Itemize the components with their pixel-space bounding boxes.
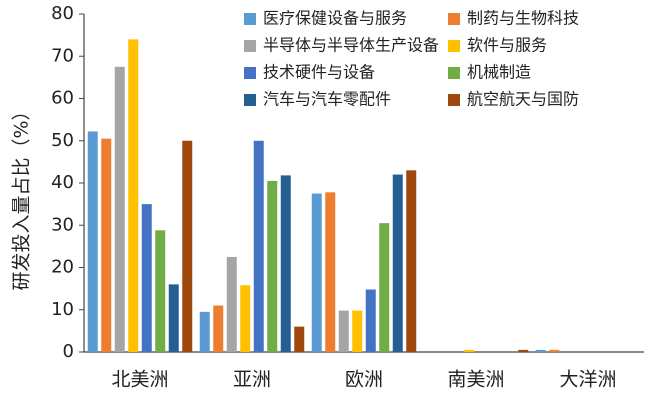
bar xyxy=(128,39,139,352)
bar xyxy=(518,349,529,352)
bar xyxy=(182,140,193,352)
x-tick-label: 亚洲 xyxy=(233,369,271,391)
bars xyxy=(87,39,560,352)
bar xyxy=(87,131,98,352)
legend-swatch xyxy=(448,13,460,25)
bar xyxy=(325,192,336,352)
bar xyxy=(379,223,390,352)
bar xyxy=(464,349,475,352)
bar xyxy=(213,305,224,352)
bar xyxy=(199,311,210,352)
y-tick-label: 80 xyxy=(51,3,74,24)
legend-label: 制药与生物科技 xyxy=(467,9,579,28)
x-tick-label: 大洋洲 xyxy=(559,369,616,391)
bar xyxy=(311,193,322,352)
bar xyxy=(406,170,417,352)
bar xyxy=(240,285,251,352)
legend-swatch xyxy=(448,67,460,79)
bar xyxy=(101,138,112,352)
legend-label: 航空航天与国防 xyxy=(467,90,579,109)
bar xyxy=(338,310,349,352)
bar xyxy=(294,326,305,352)
bar xyxy=(549,349,560,352)
legend-label: 半导体与半导体生产设备 xyxy=(263,36,439,55)
bar xyxy=(280,175,291,352)
legend-swatch xyxy=(244,40,256,52)
y-tick-label: 50 xyxy=(51,130,74,151)
bar xyxy=(226,256,237,352)
legend-swatch xyxy=(448,40,460,52)
bar xyxy=(352,310,363,352)
axes: 0 10 20 30 40 50 60 70 80 北美洲 亚洲 欧洲 南美洲 大洋洲 xyxy=(51,3,644,391)
legend-label: 医疗保健设备与服务 xyxy=(263,9,407,28)
bar xyxy=(392,174,403,352)
x-tick-label: 欧洲 xyxy=(345,369,383,391)
legend-swatch xyxy=(244,67,256,79)
x-tick-label: 北美洲 xyxy=(111,369,168,391)
legend-label: 技术硬件与设备 xyxy=(263,63,375,82)
legend-swatch xyxy=(244,94,256,106)
x-tick-label: 南美洲 xyxy=(447,369,504,391)
bar xyxy=(365,289,376,352)
y-axis-title: 研发投入量占比（%） xyxy=(11,101,33,290)
y-tick-label: 0 xyxy=(63,341,74,362)
bar xyxy=(267,180,278,352)
bar xyxy=(535,349,546,352)
legend-label: 机械制造 xyxy=(467,63,531,82)
bar xyxy=(114,66,125,352)
y-tick-label: 10 xyxy=(51,299,74,320)
y-tick-label: 20 xyxy=(51,257,74,278)
y-tick-label: 30 xyxy=(51,214,74,235)
bar xyxy=(141,204,152,352)
y-tick-label: 70 xyxy=(51,45,74,66)
bar xyxy=(253,140,264,352)
legend-label: 汽车与汽车零配件 xyxy=(263,90,391,109)
bar xyxy=(168,284,179,352)
legend-label: 软件与服务 xyxy=(467,36,547,55)
y-tick-label: 40 xyxy=(51,172,74,193)
bar xyxy=(155,230,166,352)
y-tick-label: 60 xyxy=(51,88,74,109)
legend-swatch xyxy=(244,13,256,25)
legend-swatch xyxy=(448,94,460,106)
